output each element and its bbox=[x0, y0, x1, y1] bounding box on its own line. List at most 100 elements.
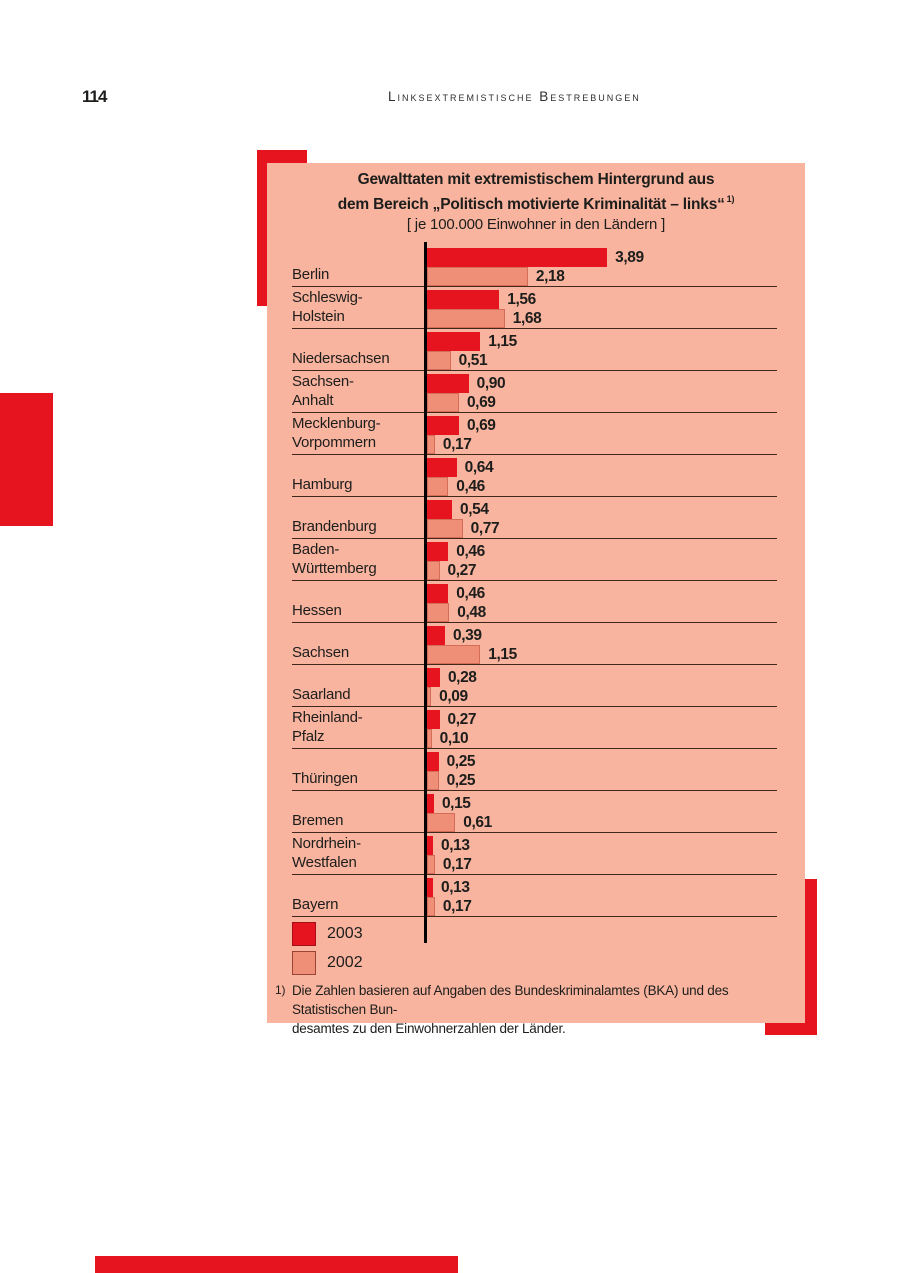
bar-2003 bbox=[427, 794, 434, 813]
legend-item-2003: 2003 bbox=[292, 922, 363, 946]
bar-group-2003: 0,64 bbox=[427, 458, 494, 477]
value-label-2003: 1,56 bbox=[507, 290, 536, 308]
state-label-line: Württemberg bbox=[292, 560, 377, 577]
bar-group-2002: 0,10 bbox=[427, 729, 469, 748]
value-label-2003: 0,69 bbox=[466, 416, 496, 434]
bar-2002 bbox=[427, 687, 432, 706]
state-label: Saarland bbox=[292, 665, 422, 704]
value-label-2002: 0,17 bbox=[442, 897, 472, 915]
chart-row: Sachsen- Anhalt 0,90 0,69 bbox=[267, 371, 805, 413]
bar-group-2002: 1,15 bbox=[427, 645, 517, 664]
bar-group-2002: 0,25 bbox=[427, 771, 476, 790]
chart-row: Saarland 0,28 0,09 bbox=[267, 665, 805, 707]
bar-group-2003: 0,54 bbox=[427, 500, 489, 519]
bar-2003 bbox=[427, 878, 434, 897]
bar-group-2003: 0,13 bbox=[427, 878, 470, 897]
legend-label-2002: 2002 bbox=[327, 954, 363, 971]
value-label-2002: 0,61 bbox=[463, 813, 492, 831]
state-label: Hessen bbox=[292, 581, 422, 620]
value-label-2003: 0,46 bbox=[456, 542, 485, 560]
bar-2003 bbox=[427, 416, 459, 435]
state-label-line: Pfalz bbox=[292, 728, 325, 745]
bar-group-2003: 0,13 bbox=[427, 836, 470, 855]
chart-row: Thüringen 0,25 0,25 bbox=[267, 749, 805, 791]
chart-row: Sachsen 0,39 1,15 bbox=[267, 623, 805, 665]
bar-2002 bbox=[427, 435, 435, 454]
value-label-2002: 0,10 bbox=[439, 729, 469, 747]
state-label-line: Mecklenburg- bbox=[292, 415, 381, 432]
state-label-line: Anhalt bbox=[292, 392, 334, 409]
state-label-line: Bremen bbox=[292, 812, 344, 829]
bar-2003 bbox=[427, 710, 440, 729]
value-label-2003: 0,13 bbox=[441, 836, 470, 854]
footer-accent-bar bbox=[95, 1256, 458, 1273]
chart-row: Baden- Württemberg 0,46 0,27 bbox=[267, 539, 805, 581]
bar-group-2003: 0,15 bbox=[427, 794, 471, 813]
state-label-line: Brandenburg bbox=[292, 518, 377, 535]
chart-subtitle: [ je 100.000 Einwohner in den Ländern ] bbox=[406, 216, 666, 234]
state-label-line: Bayern bbox=[292, 896, 339, 913]
state-label-line: Niedersachsen bbox=[292, 350, 390, 367]
bar-group-2003: 0,39 bbox=[427, 626, 482, 645]
state-label-line: Thüringen bbox=[292, 770, 358, 787]
chart-row: Hamburg 0,64 0,46 bbox=[267, 455, 805, 497]
bar-2003 bbox=[427, 836, 434, 855]
value-label-2003: 0,15 bbox=[441, 794, 471, 812]
state-label: Nordrhein- Westfalen bbox=[292, 833, 422, 872]
state-label-line: Westfalen bbox=[292, 854, 357, 871]
bar-2002 bbox=[427, 477, 449, 496]
footnote-marker: 1) bbox=[275, 983, 286, 997]
state-label: Niedersachsen bbox=[292, 329, 422, 368]
value-label-2003: 0,46 bbox=[456, 584, 485, 602]
bar-2003 bbox=[427, 668, 440, 687]
footnote-text: Die Zahlen basieren auf Angaben des Bund… bbox=[292, 983, 729, 1036]
bar-2002 bbox=[427, 813, 456, 832]
chart-legend: 2003 2002 bbox=[292, 922, 363, 980]
state-label: Schleswig- Holstein bbox=[292, 287, 422, 326]
bar-2003 bbox=[427, 248, 608, 267]
chart-title-line-2: dem Bereich „Politisch motivierte Krimin… bbox=[337, 194, 735, 214]
chart-row: Bremen 0,15 0,61 bbox=[267, 791, 805, 833]
bar-2002 bbox=[427, 729, 432, 748]
bar-group-2002: 0,51 bbox=[427, 351, 488, 370]
bar-2002 bbox=[427, 645, 481, 664]
state-label: Hamburg bbox=[292, 455, 422, 494]
chart-row: Brandenburg 0,54 0,77 bbox=[267, 497, 805, 539]
legend-label-2003: 2003 bbox=[327, 925, 363, 942]
bar-2003 bbox=[427, 626, 446, 645]
legend-swatch-2002 bbox=[292, 951, 316, 975]
bar-2003 bbox=[427, 332, 481, 351]
value-label-2002: 1,68 bbox=[512, 309, 542, 327]
bar-group-2003: 3,89 bbox=[427, 248, 644, 267]
bar-group-2003: 0,90 bbox=[427, 374, 506, 393]
state-label-line: Sachsen- bbox=[292, 373, 354, 390]
bar-group-2003: 0,27 bbox=[427, 710, 476, 729]
state-label-line: Hamburg bbox=[292, 476, 353, 493]
state-label-line: Nordrhein- bbox=[292, 835, 361, 852]
page-number: 114 bbox=[82, 87, 107, 106]
panel-accent-bottom-right-horizontal bbox=[765, 1023, 817, 1035]
bar-group-2002: 0,61 bbox=[427, 813, 492, 832]
value-label-2002: 0,09 bbox=[439, 687, 468, 705]
chart-row: Niedersachsen 1,15 0,51 bbox=[267, 329, 805, 371]
value-label-2002: 2,18 bbox=[535, 267, 565, 285]
state-label-line: Hessen bbox=[292, 602, 342, 619]
state-label: Bayern bbox=[292, 875, 422, 914]
bar-2003 bbox=[427, 584, 449, 603]
bar-2003 bbox=[427, 458, 457, 477]
bar-group-2003: 1,56 bbox=[427, 290, 536, 309]
chart-row: Hessen 0,46 0,48 bbox=[267, 581, 805, 623]
bar-2003 bbox=[427, 374, 469, 393]
bar-group-2002: 0,48 bbox=[427, 603, 486, 622]
bar-group-2003: 0,46 bbox=[427, 542, 485, 561]
state-label: Baden- Württemberg bbox=[292, 539, 422, 578]
value-label-2002: 0,77 bbox=[470, 519, 500, 537]
bar-group-2002: 0,17 bbox=[427, 435, 472, 454]
title-footnote-marker: 1) bbox=[726, 194, 735, 204]
bar-2002 bbox=[427, 519, 463, 538]
bar-2002 bbox=[427, 267, 528, 286]
value-label-2003: 0,28 bbox=[447, 668, 477, 686]
chart-title-line-1: Gewalttaten mit extremistischem Hintergr… bbox=[357, 171, 715, 188]
bar-group-2003: 0,25 bbox=[427, 752, 476, 771]
state-label-line: Baden- bbox=[292, 541, 340, 558]
